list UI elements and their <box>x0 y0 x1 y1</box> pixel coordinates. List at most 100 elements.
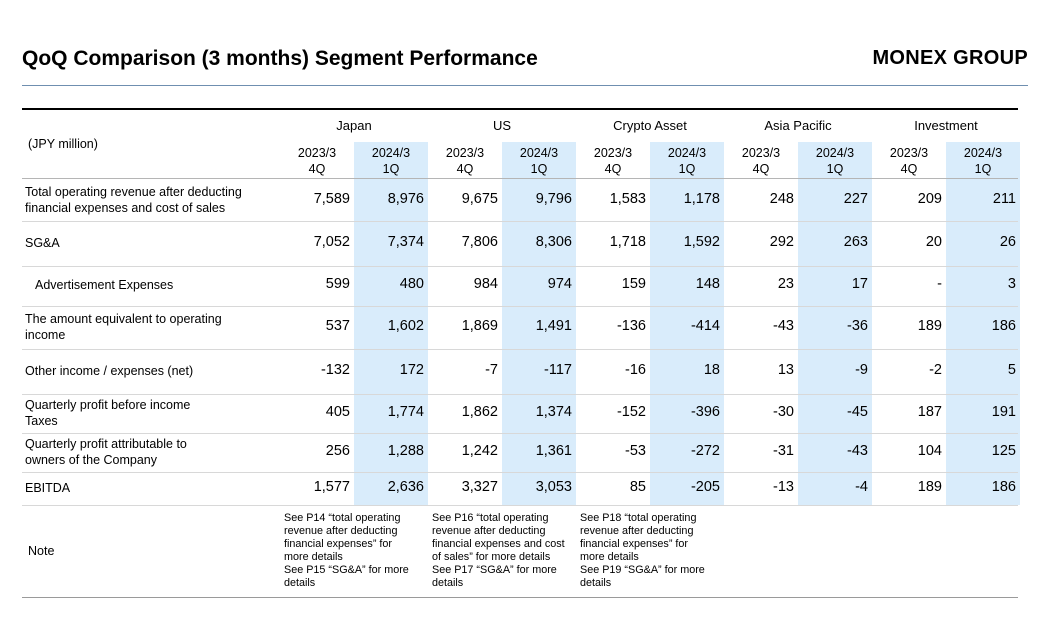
table-cell: -30 <box>773 403 794 420</box>
table-cell: 974 <box>547 276 572 292</box>
title-divider <box>22 85 1028 86</box>
table-cell: 20 <box>925 233 942 250</box>
table-cell: 256 <box>325 442 350 459</box>
row-label: Quarterly profit before income Taxes <box>25 397 191 428</box>
table-cell: 1,718 <box>609 233 646 250</box>
row-label: The amount equivalent to operating income <box>25 311 222 342</box>
period-header: 2023/3 4Q <box>445 146 485 176</box>
table-cell: -132 <box>320 361 350 378</box>
table-cell: -2 <box>929 361 942 378</box>
table-cell: 480 <box>399 276 424 292</box>
header-divider <box>22 178 1018 179</box>
period-header: 2024/3 1Q <box>667 146 707 176</box>
table-cell: 17 <box>851 276 868 292</box>
table-cell: 211 <box>992 190 1016 207</box>
table-cell: 537 <box>325 317 350 334</box>
table-cell: -53 <box>625 442 646 459</box>
table-cell: 1,288 <box>387 442 424 459</box>
table-cell: -9 <box>855 361 868 378</box>
period-header: 2023/3 4Q <box>593 146 633 176</box>
table-cell: 1,374 <box>535 403 572 420</box>
row-divider <box>22 349 1018 350</box>
table-cell: 227 <box>843 190 868 207</box>
table-cell: -396 <box>690 403 720 420</box>
table-cell: -152 <box>616 403 646 420</box>
table-cell: 1,592 <box>683 233 720 250</box>
row-divider <box>22 394 1018 395</box>
table-cell: 104 <box>917 442 942 459</box>
table-cell: -43 <box>773 317 794 334</box>
table-cell: 26 <box>999 233 1016 250</box>
table-cell: 3,327 <box>461 478 498 495</box>
table-cell: 1,602 <box>387 317 424 334</box>
table-cell: 23 <box>777 276 794 292</box>
table-cell: 1,491 <box>535 317 572 334</box>
row-divider <box>22 266 1018 267</box>
current-quarter-highlight <box>354 142 428 505</box>
table-cell: 292 <box>769 233 794 250</box>
table-cell: 1,361 <box>535 442 572 459</box>
segment-header: Investment <box>914 118 978 133</box>
table-cell: 189 <box>917 478 942 495</box>
row-label: SG&A <box>25 235 60 250</box>
table-cell: 209 <box>917 190 942 207</box>
table-cell: -36 <box>847 317 868 334</box>
table-cell: -117 <box>544 361 572 378</box>
segment-note: See P16 “total operating revenue after de… <box>432 512 565 589</box>
table-cell: 1,178 <box>683 190 720 207</box>
table-cell: 125 <box>991 442 1016 459</box>
table-cell: 1,774 <box>387 403 424 420</box>
table-cell: 85 <box>629 478 646 495</box>
table-cell: 189 <box>917 317 942 334</box>
table-cell: -13 <box>773 478 794 495</box>
row-divider <box>22 306 1018 307</box>
current-quarter-highlight <box>650 142 724 505</box>
table-cell: 9,796 <box>535 190 572 207</box>
row-divider <box>22 433 1018 434</box>
row-label: Other income / expenses (net) <box>25 363 194 378</box>
table-cell: 248 <box>769 190 794 207</box>
row-label: EBITDA <box>25 480 71 495</box>
table-cell: 599 <box>325 276 350 292</box>
table-cell: -272 <box>690 442 720 459</box>
segment-header: Asia Pacific <box>764 118 832 133</box>
table-cell: 7,589 <box>313 190 350 207</box>
table-cell: -43 <box>847 442 868 459</box>
table-cell: -16 <box>625 361 646 378</box>
table-cell: 18 <box>703 361 720 378</box>
table-cell: 8,976 <box>387 190 424 207</box>
table-cell: -136 <box>616 317 646 334</box>
current-quarter-highlight <box>946 142 1020 505</box>
table-cell: 8,306 <box>535 233 572 250</box>
segment-header: Crypto Asset <box>613 118 687 133</box>
row-divider <box>22 472 1018 473</box>
table-cell: 9,675 <box>461 190 498 207</box>
table-cell: - <box>937 276 942 292</box>
unit-label: (JPY million) <box>28 137 98 151</box>
table-cell: 186 <box>991 317 1016 334</box>
table-cell: 5 <box>1007 361 1016 378</box>
table-cell: 186 <box>991 478 1016 495</box>
period-header: 2024/3 1Q <box>963 146 1003 176</box>
table-cell: -31 <box>773 442 794 459</box>
table-cell: 148 <box>695 276 720 292</box>
table-cell: 405 <box>325 403 350 420</box>
table-cell: 172 <box>399 361 424 378</box>
table-cell: 1,583 <box>609 190 646 207</box>
row-divider <box>22 505 1018 506</box>
page-title: QoQ Comparison (3 months) Segment Perfor… <box>22 47 538 70</box>
table-cell: 984 <box>473 276 498 292</box>
period-header: 2023/3 4Q <box>297 146 337 176</box>
note-label: Note <box>28 544 55 558</box>
table-cell: -205 <box>690 478 720 495</box>
period-header: 2023/3 4Q <box>889 146 929 176</box>
segment-header: US <box>492 118 512 133</box>
table-bottom-rule <box>22 597 1018 598</box>
table-cell: -414 <box>690 317 720 334</box>
table-cell: 13 <box>777 361 794 378</box>
segment-header: Japan <box>336 118 372 133</box>
period-header: 2024/3 1Q <box>519 146 559 176</box>
table-cell: 1,862 <box>461 403 498 420</box>
period-header: 2024/3 1Q <box>815 146 855 176</box>
current-quarter-highlight <box>798 142 872 505</box>
